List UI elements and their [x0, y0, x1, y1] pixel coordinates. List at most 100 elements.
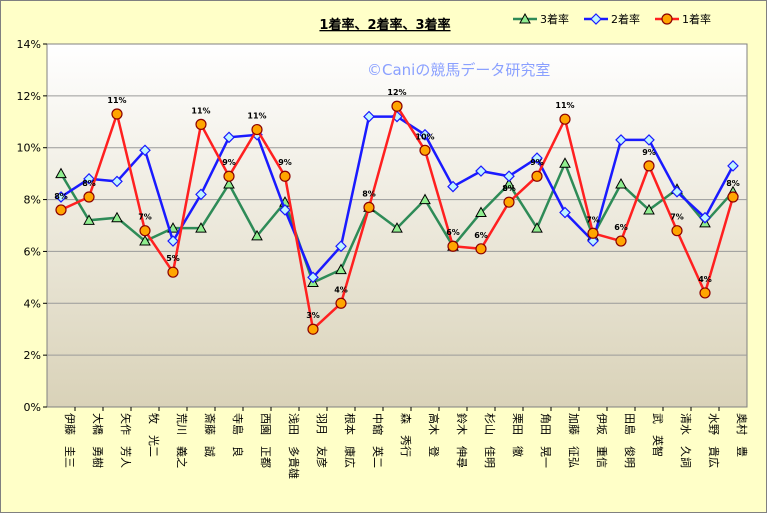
data-point: [195, 222, 207, 233]
data-point: [111, 108, 123, 120]
data-point: [167, 235, 179, 247]
x-tick-label: 西園 正都: [259, 413, 272, 468]
data-label: 5%: [166, 254, 180, 263]
data-point: [195, 188, 207, 201]
data-point: [279, 170, 291, 182]
y-tick-label: 12%: [17, 90, 41, 103]
x-tick-label: 田島 俊明: [623, 413, 637, 468]
gridlines: [47, 95, 747, 356]
data-point: [503, 177, 515, 189]
y-tick-label: 2%: [24, 349, 41, 362]
watermark: ©Caniの競馬データ研究室: [367, 61, 550, 79]
data-point: [727, 160, 739, 172]
x-tick-label: 根本 康広: [343, 413, 357, 468]
data-label: 9%: [222, 158, 236, 167]
x-tick-label: 武 英智: [651, 413, 665, 457]
data-point: [83, 191, 95, 203]
data-point: [139, 225, 151, 237]
data-point: [195, 118, 207, 130]
data-label: 8%: [502, 184, 516, 193]
x-tick-label: 矢作 芳人: [119, 413, 133, 468]
data-label: 9%: [530, 158, 544, 167]
x-tick-label: 斎藤 誠: [203, 413, 217, 457]
data-point: [615, 177, 627, 189]
data-point: [419, 144, 431, 156]
data-point: [559, 157, 571, 168]
data-label: 6%: [474, 231, 488, 240]
data-point: [139, 144, 151, 157]
data-point: [167, 266, 179, 278]
x-tick-label: 角田 晃一: [539, 413, 552, 468]
y-tick-label: 8%: [24, 194, 41, 207]
x-tick-label: 大橋 勇樹: [91, 413, 105, 468]
data-point: [55, 204, 67, 216]
data-label: 6%: [446, 228, 460, 237]
series-1着率: 8% 8% 11% 7% 5% 11% 9% 11% 9% 3% 4% 8% 12% 10% 6% 6% 8% 9…: [54, 88, 740, 335]
data-point: [419, 128, 431, 141]
data-point: [363, 110, 375, 123]
data-point: [559, 206, 571, 219]
data-point: [335, 263, 347, 275]
data-point: [447, 180, 459, 193]
y-tick-label: 10%: [17, 142, 41, 155]
y-tick-label: 14%: [17, 38, 41, 51]
data-point: [671, 225, 683, 237]
data-point: [671, 185, 683, 198]
data-point: [223, 131, 235, 144]
data-point: [335, 240, 347, 253]
data-point: [531, 170, 543, 182]
data-point: [531, 152, 543, 164]
data-point: [223, 170, 235, 182]
data-label: 10%: [415, 132, 434, 141]
x-tick-label: 中舘 英二: [371, 413, 385, 468]
data-label: 3%: [306, 311, 320, 320]
data-point: [223, 177, 235, 189]
legend: 3着率 2着率 1着率: [513, 12, 711, 26]
data-label: 7%: [586, 215, 600, 224]
data-point: [615, 134, 627, 146]
data-point: [419, 193, 431, 205]
data-point: [727, 191, 739, 203]
x-tick-label: 森 秀行: [399, 413, 413, 457]
data-point: [111, 175, 123, 188]
data-point: [335, 297, 347, 309]
data-point: [643, 160, 655, 172]
data-label: 8%: [82, 179, 96, 188]
x-tick-label: 伊藤 圭三: [63, 413, 76, 468]
data-label: 7%: [138, 213, 152, 222]
data-point: [55, 191, 67, 203]
data-point: [587, 235, 599, 247]
data-point: [531, 222, 543, 233]
data-point: [503, 170, 515, 183]
data-point: [475, 243, 487, 255]
data-label: 9%: [642, 148, 656, 157]
data-point: [643, 134, 655, 146]
data-point: [475, 165, 487, 177]
data-label: 8%: [362, 189, 376, 198]
x-tick-label: 高木 登: [427, 413, 441, 457]
data-point: [587, 227, 599, 239]
x-tick-label: 奥村 豊: [735, 413, 749, 457]
data-point: [139, 235, 151, 246]
series-group: 8% 8% 11% 7% 5% 11% 9% 11% 9% 3% 4% 8% 12% 10% 6% 6% 8% 9…: [54, 88, 740, 335]
legend-marker: [590, 13, 602, 25]
data-point: [391, 100, 403, 112]
data-label: 11%: [247, 112, 266, 121]
data-point: [615, 235, 627, 247]
y-tick-label: 6%: [24, 245, 41, 258]
data-point: [447, 240, 459, 252]
data-point: [307, 323, 319, 335]
data-point: [307, 271, 319, 284]
x-tick-label: 荒川 義之: [175, 413, 189, 468]
data-label: 7%: [670, 213, 684, 222]
x-tick-label: 水野 貴広: [707, 413, 721, 468]
legend-label: 2着率: [611, 12, 640, 26]
x-tick-label: 栗田 徹: [511, 413, 525, 457]
x-tick-label: 羽月 友彦: [315, 413, 329, 468]
x-tick-label: 伊坂 重信: [595, 413, 609, 468]
data-label: 11%: [555, 101, 574, 110]
chart-title: 1着率、2着率、3着率: [319, 17, 450, 33]
data-point: [503, 196, 515, 208]
data-label: 9%: [278, 158, 292, 167]
